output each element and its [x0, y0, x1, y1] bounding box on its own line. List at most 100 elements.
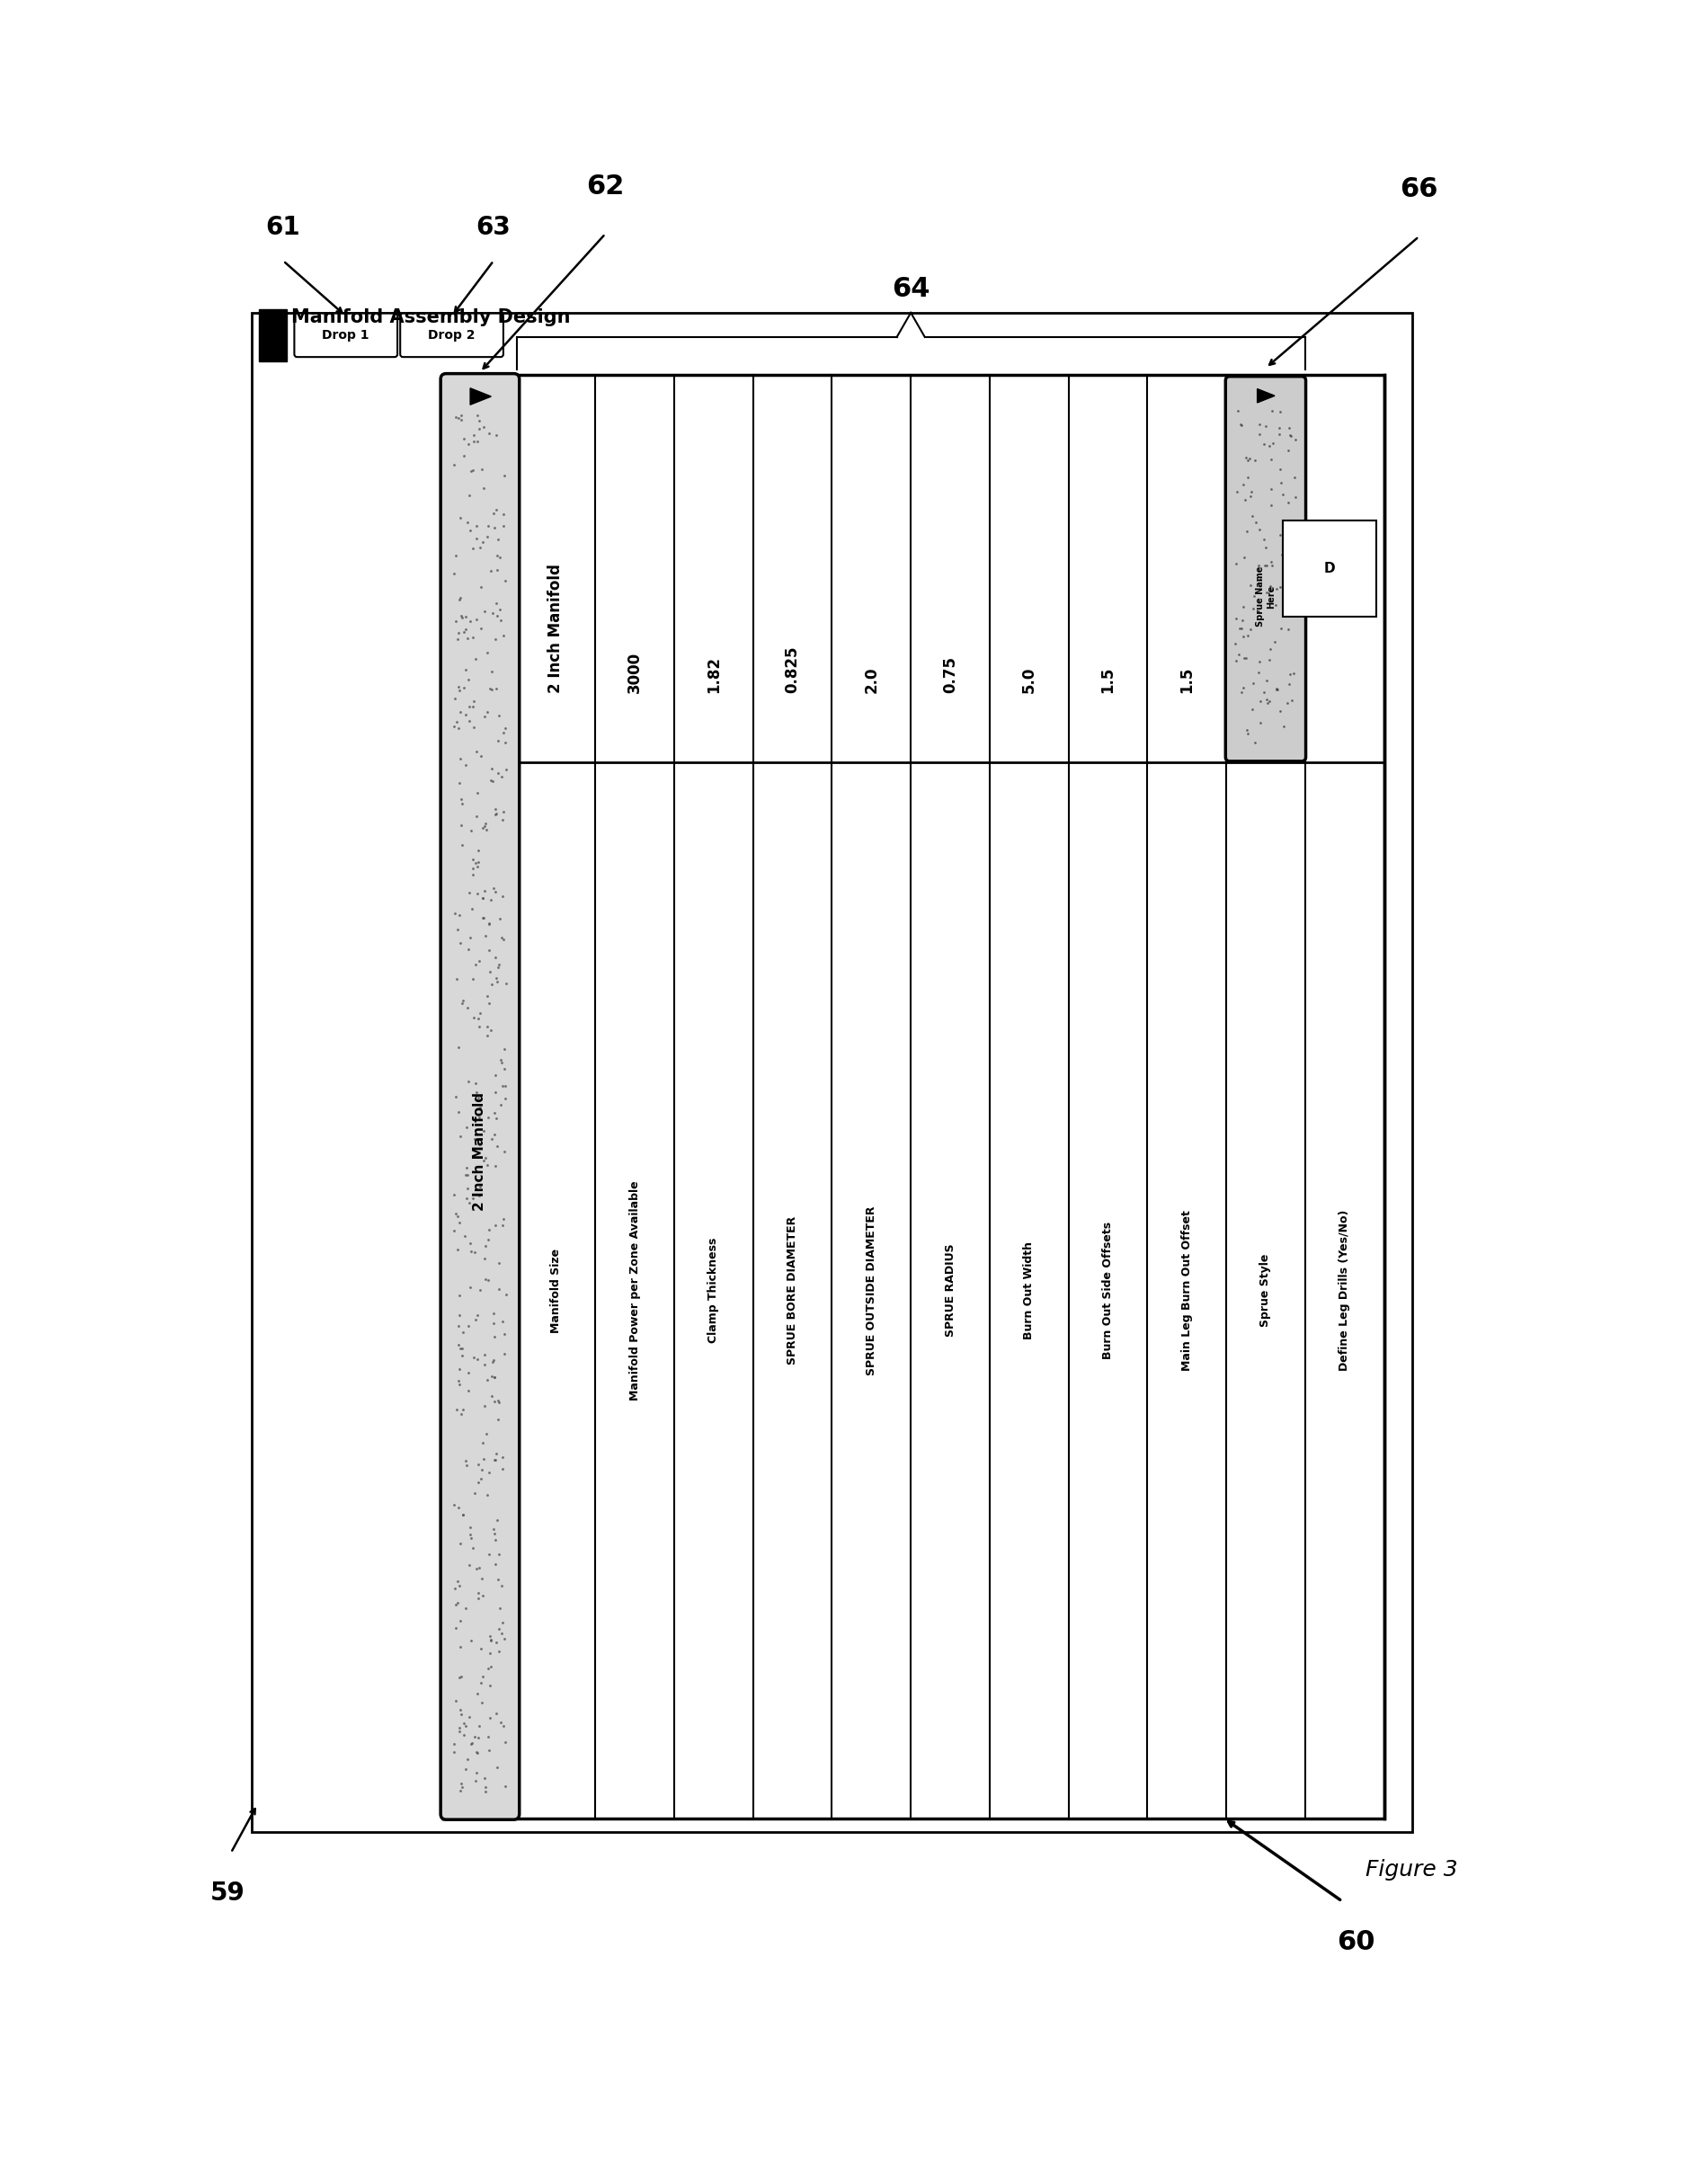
- Point: [1245, 595, 1272, 630]
- Point: [1240, 665, 1267, 699]
- Point: [441, 1488, 468, 1523]
- Text: 1.82: 1.82: [705, 656, 722, 693]
- Point: [458, 1623, 485, 1658]
- Point: [1233, 713, 1261, 747]
- Text: SPRUE OUTSIDE DIAMETER: SPRUE OUTSIDE DIAMETER: [866, 1205, 878, 1375]
- Point: [473, 1148, 500, 1183]
- Point: [485, 697, 512, 732]
- Point: [482, 621, 509, 656]
- Point: [1255, 429, 1283, 464]
- Point: [1247, 684, 1274, 719]
- Point: [441, 1571, 468, 1606]
- Point: [1242, 442, 1269, 477]
- Point: [447, 808, 475, 843]
- Point: [482, 874, 509, 909]
- Point: [1261, 625, 1288, 660]
- Point: [449, 1338, 477, 1373]
- Point: [478, 595, 506, 630]
- Text: 59: 59: [210, 1880, 244, 1907]
- Point: [463, 510, 490, 545]
- Point: [449, 421, 477, 455]
- Point: [446, 673, 473, 708]
- Point: [482, 1360, 509, 1395]
- Point: [492, 562, 519, 597]
- Point: [475, 906, 502, 941]
- Point: [483, 1750, 511, 1785]
- Point: [478, 1360, 506, 1395]
- Point: [488, 920, 516, 954]
- Point: [477, 954, 504, 989]
- Polygon shape: [470, 388, 492, 405]
- Point: [478, 1122, 506, 1157]
- Point: [471, 1761, 499, 1795]
- Point: [465, 1179, 492, 1214]
- Point: [478, 1379, 506, 1414]
- Point: [1237, 567, 1264, 601]
- Point: [1276, 564, 1303, 599]
- Point: [1274, 434, 1301, 468]
- Point: [490, 1135, 518, 1170]
- Point: [451, 614, 478, 649]
- Point: [1223, 547, 1250, 582]
- Text: 63: 63: [477, 216, 511, 240]
- Point: [446, 1351, 473, 1386]
- Point: [471, 1229, 499, 1264]
- Point: [1238, 693, 1266, 728]
- Point: [447, 1697, 475, 1732]
- Point: [1264, 571, 1291, 606]
- Point: [483, 1384, 511, 1419]
- Text: 5.0: 5.0: [1021, 667, 1037, 693]
- Point: [466, 1009, 494, 1044]
- Text: Main Leg Burn Out Offset: Main Leg Burn Out Offset: [1180, 1209, 1192, 1371]
- Point: [487, 1569, 514, 1604]
- Point: [1254, 549, 1281, 584]
- Point: [470, 880, 497, 915]
- Point: [1237, 479, 1264, 514]
- Point: [442, 1079, 470, 1113]
- Point: [1245, 547, 1272, 582]
- Point: [458, 1726, 485, 1761]
- Point: [487, 540, 514, 575]
- Point: [470, 880, 497, 915]
- Point: [475, 1222, 502, 1257]
- Point: [453, 1449, 480, 1484]
- Point: [458, 891, 485, 926]
- Point: [482, 586, 509, 621]
- Point: [1223, 643, 1250, 678]
- Point: [490, 1621, 518, 1656]
- Point: [1262, 588, 1290, 623]
- Point: [1281, 460, 1308, 495]
- Point: [1276, 519, 1303, 553]
- Point: [446, 1569, 473, 1604]
- Point: [454, 933, 482, 967]
- Point: [466, 569, 494, 604]
- Point: [477, 1650, 504, 1684]
- Point: [447, 399, 475, 434]
- Point: [490, 1031, 518, 1066]
- Point: [463, 601, 490, 636]
- Point: [1267, 466, 1295, 501]
- Point: [442, 961, 470, 996]
- Point: [446, 1031, 473, 1066]
- Point: [483, 1695, 511, 1730]
- Point: [1262, 671, 1290, 706]
- Point: [459, 423, 487, 458]
- Point: [488, 802, 516, 837]
- Point: [1230, 466, 1257, 501]
- Point: [453, 1181, 480, 1216]
- Point: [470, 525, 497, 560]
- Point: [447, 926, 475, 961]
- Point: [453, 652, 480, 686]
- Point: [459, 689, 487, 723]
- Point: [1257, 569, 1284, 604]
- Point: [1276, 656, 1303, 691]
- Point: [441, 1214, 468, 1249]
- Point: [456, 704, 483, 739]
- Point: [456, 689, 483, 723]
- Point: [465, 944, 492, 978]
- Point: [459, 418, 487, 453]
- Point: [461, 1122, 488, 1157]
- Point: [1250, 427, 1278, 462]
- Point: [471, 917, 499, 952]
- Point: [453, 1157, 480, 1192]
